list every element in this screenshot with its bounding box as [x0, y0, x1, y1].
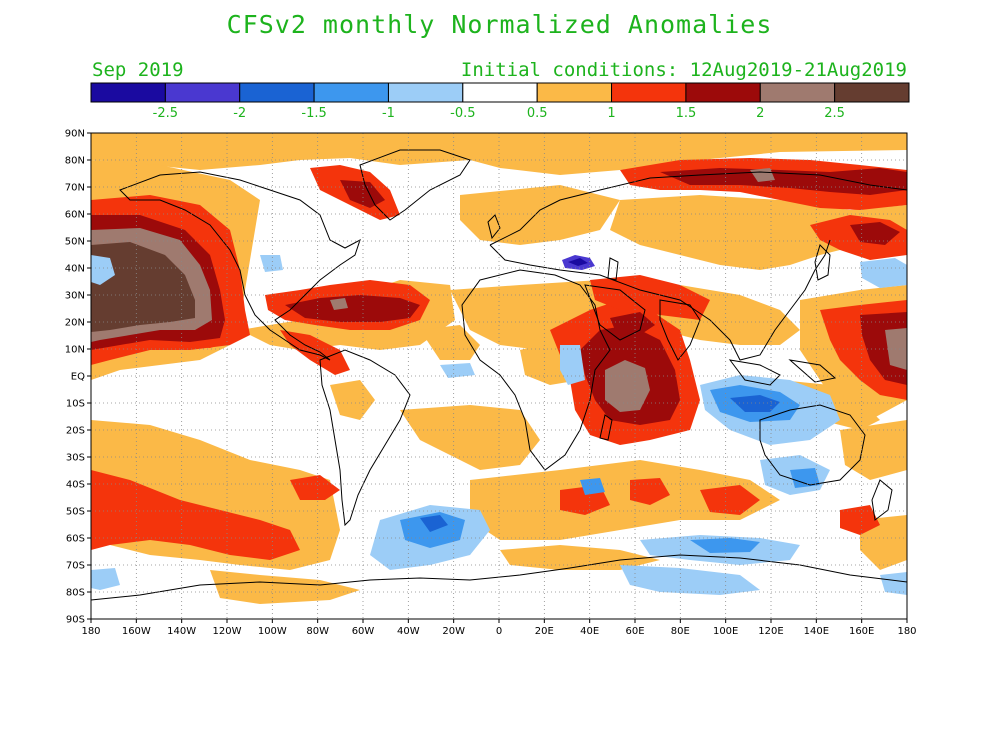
colorbar-swatch	[611, 82, 687, 103]
lon-tick-label: 60W	[352, 626, 375, 637]
colorbar-label: -1.5	[301, 106, 326, 121]
colorbar-label: 2.5	[824, 106, 845, 121]
lon-tick-label: 140E	[804, 626, 829, 637]
colorbar-swatch	[90, 82, 166, 103]
lat-tick-label: EQ	[71, 372, 85, 383]
lon-tick-label: 20E	[535, 626, 554, 637]
map-grid	[91, 133, 907, 619]
coastlines	[91, 149, 907, 601]
lat-tick-label: 60N	[65, 210, 85, 221]
lon-tick-label: 160W	[122, 626, 151, 637]
colorbar-label: -2	[233, 106, 246, 121]
colorbar-swatch	[387, 82, 464, 103]
lat-tick-label: 50S	[66, 507, 85, 518]
colorbar-label: 2	[756, 106, 764, 121]
anomaly-fields	[91, 133, 907, 604]
lon-tick-label: 100W	[258, 626, 287, 637]
colorbar-swatch	[685, 82, 761, 103]
axis-ticks: 90N 80N 70N 60N 50N 40N 30N 20N 10N EQ 10S 20S 30S 40…	[65, 129, 917, 638]
colorbar-swatch	[313, 82, 389, 103]
lat-tick-label: 80S	[66, 588, 85, 599]
lat-tick-label: 40N	[65, 264, 85, 275]
lon-tick-label: 0	[496, 626, 502, 637]
colorbar-swatch	[536, 82, 613, 103]
lon-tick-label: 120W	[213, 626, 242, 637]
colorbar-swatch	[239, 82, 315, 103]
colorbar-label: -0.5	[450, 106, 475, 121]
lon-tick-label: 60E	[625, 626, 644, 637]
lat-tick-label: 70S	[66, 561, 85, 572]
lon-tick-label: 80W	[306, 626, 329, 637]
colorbar-swatch	[834, 82, 910, 103]
colorbar-swatch	[462, 82, 538, 103]
colorbar-label: 1.5	[676, 106, 697, 121]
lat-tick-label: 80N	[65, 156, 85, 167]
colorbar-label: 0.5	[527, 106, 548, 121]
lat-tick-label: 30N	[65, 291, 85, 302]
lon-tick-label: 180	[81, 626, 100, 637]
anomaly-darkblue	[420, 395, 780, 532]
initial-conditions: Initial conditions: 12Aug2019-21Aug2019	[460, 59, 907, 81]
colorbar-swatch	[164, 82, 241, 103]
lon-tick-label: 120E	[758, 626, 783, 637]
colorbar: -2.5 -2 -1.5 -1 -0.5 0.5 1 1.5 2 2.5	[90, 82, 910, 121]
lat-tick-label: 10N	[65, 345, 85, 356]
lat-tick-label: 50N	[65, 237, 85, 248]
colorbar-label: -2.5	[153, 106, 178, 121]
lon-tick-label: 80E	[671, 626, 690, 637]
lat-tick-label: 30S	[66, 453, 85, 464]
lon-tick-label: 100E	[713, 626, 738, 637]
lat-tick-label: 10S	[66, 399, 85, 410]
anomaly-darkbrown	[91, 242, 195, 332]
colorbar-label: 1	[607, 106, 615, 121]
anomaly-blacksea	[562, 255, 595, 270]
lon-tick-label: 40E	[580, 626, 599, 637]
forecast-month: Sep 2019	[92, 59, 184, 81]
lon-tick-label: 160E	[849, 626, 874, 637]
lon-tick-label: 180	[897, 626, 916, 637]
colorbar-label: -1	[382, 106, 395, 121]
lat-tick-label: 40S	[66, 480, 85, 491]
lon-tick-label: 140W	[167, 626, 196, 637]
map-title: CFSv2 monthly Normalized Anomalies	[226, 10, 773, 39]
lat-tick-label: 60S	[66, 534, 85, 545]
lat-tick-label: 70N	[65, 183, 85, 194]
lat-tick-label: 90S	[66, 615, 85, 626]
lat-tick-label: 90N	[65, 129, 85, 140]
lon-tick-label: 40W	[397, 626, 420, 637]
lon-tick-label: 20W	[442, 626, 465, 637]
lat-tick-label: 20S	[66, 426, 85, 437]
colorbar-swatch	[759, 82, 836, 103]
lat-tick-label: 20N	[65, 318, 85, 329]
